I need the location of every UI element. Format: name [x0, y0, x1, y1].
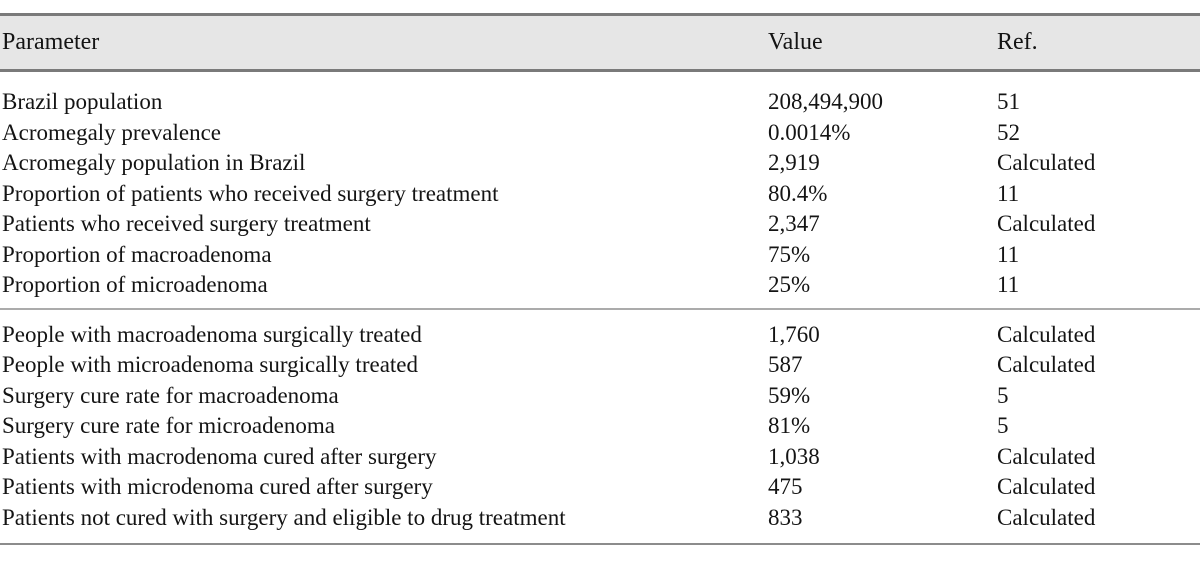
table-row: Acromegaly population in Brazil 2,919 Ca…	[0, 148, 1200, 179]
value-cell: 75%	[768, 241, 811, 267]
value-cell: 59%	[768, 382, 811, 408]
value-cell: 208,494,900	[768, 89, 883, 114]
parameter-cell: Proportion of microadenoma	[0, 270, 768, 310]
ref-cell: 52	[997, 119, 1020, 145]
table-row: Proportion of macroadenoma 75% 11	[0, 240, 1200, 271]
value-cell: 2,919	[768, 150, 820, 175]
parameter-cell: Acromegaly prevalence	[2, 119, 222, 145]
ref-cell: 11	[997, 270, 1200, 310]
table-row: Surgery cure rate for microadenoma 81% 5	[0, 411, 1200, 442]
parameter-cell: Patients with microdenoma cured after su…	[2, 474, 433, 499]
value-cell: 1,038	[768, 443, 820, 469]
parameter-cell: People with microadenoma surgically trea…	[2, 352, 418, 377]
parameter-cell: People with macroadenoma surgically trea…	[2, 321, 422, 347]
ref-cell: Calculated	[997, 150, 1096, 175]
parameter-cell: Acromegaly population in Brazil	[2, 150, 306, 175]
ref-cell: Calculated	[997, 504, 1096, 530]
ref-cell: 11	[997, 180, 1020, 206]
parameter-cell: Surgery cure rate for microadenoma	[2, 413, 335, 438]
parameters-table: Parameter Value Ref. Brazil population 2…	[0, 13, 1200, 545]
ref-cell: 5	[997, 382, 1009, 408]
ref-cell: Calculated	[997, 474, 1096, 499]
table-row: Patients with microdenoma cured after su…	[0, 472, 1200, 503]
column-header-ref: Ref.	[997, 14, 1200, 72]
table-row: People with macroadenoma surgically trea…	[0, 309, 1200, 351]
table-section-population-surgery: Brazil population 208,494,900 51 Acromeg…	[0, 71, 1200, 310]
table-row: Patients not cured with surgery and elig…	[0, 503, 1200, 545]
table-row: Proportion of microadenoma 25% 11	[0, 270, 1200, 310]
table-row: People with microadenoma surgically trea…	[0, 350, 1200, 381]
parameter-cell: Patients not cured with surgery and elig…	[2, 504, 566, 530]
value-cell: 0.0014%	[768, 119, 851, 145]
parameter-cell: Proportion of macroadenoma	[2, 241, 272, 267]
value-cell: 2,347	[768, 211, 820, 236]
ref-cell: 5	[997, 413, 1009, 438]
parameter-cell: Brazil population	[2, 89, 163, 114]
parameter-cell: Proportion of patients who received surg…	[2, 180, 499, 206]
value-cell: 81%	[768, 413, 811, 438]
ref-cell: Calculated	[997, 443, 1096, 469]
table-row: Brazil population 208,494,900 51	[0, 71, 1200, 118]
parameter-cell: Surgery cure rate for macroadenoma	[2, 382, 339, 408]
table-row: Acromegaly prevalence 0.0014% 52	[0, 118, 1200, 149]
column-header-value: Value	[768, 14, 997, 72]
value-cell: 25%	[768, 270, 997, 310]
parameter-cell: Patients who received surgery treatment	[2, 211, 371, 236]
ref-cell: Calculated	[997, 352, 1096, 377]
table-row: Patients with macrodenoma cured after su…	[0, 442, 1200, 473]
table-row: Proportion of patients who received surg…	[0, 179, 1200, 210]
value-cell: 833	[768, 504, 803, 530]
header-row: Parameter Value Ref.	[0, 14, 1200, 72]
ref-cell: Calculated	[997, 321, 1096, 347]
value-cell: 80.4%	[768, 180, 828, 206]
parameter-cell: Patients with macrodenoma cured after su…	[2, 443, 437, 469]
table-row: Patients who received surgery treatment …	[0, 209, 1200, 240]
table-row: Surgery cure rate for macroadenoma 59% 5	[0, 381, 1200, 412]
table-section-outcomes: People with macroadenoma surgically trea…	[0, 309, 1200, 545]
value-cell: 1,760	[768, 321, 820, 347]
ref-cell: 51	[997, 89, 1020, 114]
value-cell: 587	[768, 352, 803, 377]
ref-cell: 11	[997, 241, 1020, 267]
table-header: Parameter Value Ref.	[0, 14, 1200, 72]
ref-cell: Calculated	[997, 211, 1096, 236]
value-cell: 475	[768, 474, 803, 499]
column-header-parameter: Parameter	[0, 14, 768, 72]
